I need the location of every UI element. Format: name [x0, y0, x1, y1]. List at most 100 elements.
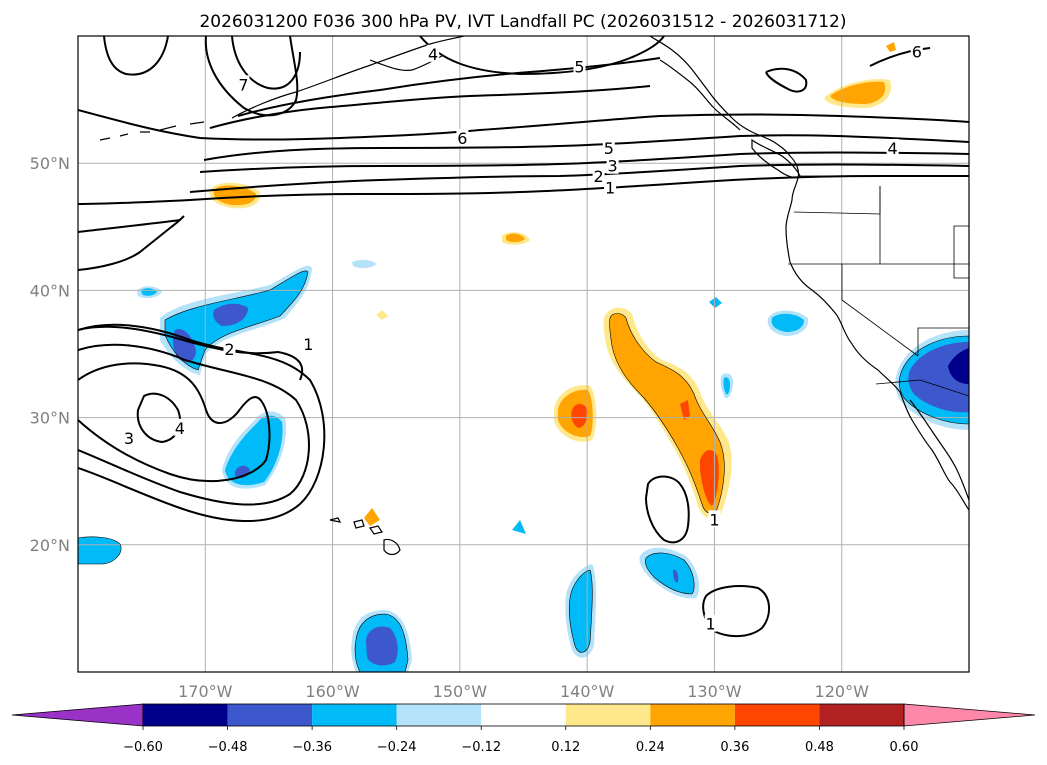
ivt-negative-area [709, 297, 722, 308]
colorbar-extend-min [11, 703, 144, 727]
ivt-outline [645, 552, 695, 595]
contour-label: 6 [457, 129, 467, 148]
ivt-positive-area [376, 310, 388, 320]
ivt-positive-area [571, 404, 588, 428]
colorbar-segment [481, 704, 566, 726]
colorbar-tick-label: −0.12 [461, 740, 501, 755]
colorbar-tick-label: −0.36 [292, 740, 332, 755]
contour-label: 3 [608, 157, 618, 176]
coastlines [99, 36, 969, 556]
ivt-negative-area [673, 569, 679, 583]
colorbar-tick-label: −0.48 [208, 740, 248, 755]
ivt-negative-area [723, 377, 730, 395]
lon-tick-label: 170°W [178, 682, 233, 701]
ivt-shading [78, 42, 969, 672]
ivt-negative-area [512, 520, 526, 534]
ivt-positive-area [680, 400, 690, 420]
contour-label-bg [122, 428, 135, 446]
contour-label: 1 [303, 335, 313, 354]
contour-label-bg [592, 166, 605, 184]
contour-label: 5 [604, 139, 614, 158]
hawaii-islands [329, 517, 401, 556]
lat-tick-label: 30°N [30, 409, 70, 428]
nv-az-border [917, 327, 969, 356]
ivt-negative-area [213, 303, 248, 326]
contour-label: 4 [428, 45, 438, 64]
contour-label-bg [708, 510, 721, 528]
colorbar-tick-label: 0.12 [551, 740, 580, 755]
lon-tick-label: 140°W [560, 682, 615, 701]
colorbar-tick-label: −0.60 [123, 740, 163, 755]
ivt-positive-area [886, 42, 896, 52]
pv-contour-1-south-a [644, 475, 690, 544]
ivt-negative-area [569, 570, 593, 653]
colorbar-segment [227, 704, 313, 726]
pv-contour-5-north [237, 57, 661, 117]
ivt-outline [568, 569, 593, 653]
id-border [879, 186, 969, 279]
ca-nv-border [841, 264, 919, 357]
longitude-labels: 170°W 160°W 150°W 140°W 130°W 120°W [178, 682, 869, 701]
colorbar-tick-label: 0.48 [805, 740, 834, 755]
pv-contour-5-loop [419, 36, 665, 76]
pv-contours [78, 36, 969, 638]
ivt-negative-area [948, 348, 969, 384]
west-aleutians [99, 121, 205, 141]
ivt-negative-area [771, 313, 804, 332]
contour-label-bg [173, 418, 186, 436]
colorbar-segment [312, 704, 397, 726]
colorbar-tick-label: −0.24 [377, 740, 417, 755]
lat-tick-label: 50°N [30, 154, 70, 173]
vancouver-island [751, 138, 801, 179]
contour-label: 1 [605, 178, 615, 197]
baja-coastline [909, 399, 969, 501]
gridlines [78, 36, 969, 672]
colorbar-segment [396, 704, 482, 726]
ivt-positive-area [609, 313, 725, 514]
pv-contour-low-loop-1 [78, 323, 326, 522]
map-title: 2026031200 F036 300 hPa PV, IVT Landfall… [199, 12, 846, 32]
colorbar-segment [565, 704, 651, 726]
contour-label-bg [427, 44, 440, 62]
lon-tick-label: 160°W [305, 682, 360, 701]
contour-label-bg [237, 75, 250, 93]
colorbar: −0.60 −0.48 −0.36 −0.24 −0.12 0.12 0.24 0.36 0.4… [11, 703, 1036, 755]
pv-contour-2 [189, 163, 969, 193]
ivt-positive-area [506, 233, 525, 243]
pv-contour-1 [78, 174, 969, 205]
colorbar-frame [142, 703, 905, 727]
ivt-positive-area [364, 508, 380, 526]
contour-label: 3 [124, 429, 134, 448]
latitude-labels: 20°N 30°N 40°N 50°N [30, 154, 70, 555]
pv-contour-3 [199, 151, 969, 173]
ivt-positive-area [213, 185, 256, 206]
contour-label: 2 [224, 340, 234, 359]
ivt-outline [898, 335, 969, 425]
contour-label-bg [223, 339, 236, 357]
contour-label: 2 [594, 167, 604, 186]
aleutian-coast [231, 36, 465, 119]
contour-label-bg [302, 334, 315, 352]
contour-label-bg [602, 138, 615, 156]
pv-contour-6-ne [869, 47, 931, 67]
ivt-positive-area [830, 81, 886, 104]
contour-label-bg [704, 614, 717, 632]
map-frame [77, 35, 970, 673]
colorbar-tick-label: 0.24 [636, 740, 665, 755]
contour-label: 5 [574, 58, 584, 77]
us-mexico-border [875, 379, 969, 397]
north-america-coastline [649, 36, 969, 511]
ivt-negative-area [645, 552, 695, 594]
contour-label: 7 [238, 75, 248, 94]
colorbar-segment [819, 704, 904, 726]
colorbar-tick-label: 0.60 [890, 740, 919, 755]
pv-contour-5 [203, 134, 969, 161]
contour-label-bg [573, 57, 586, 75]
pv-contour-west-1 [103, 36, 169, 76]
contour-label: 6 [912, 42, 922, 61]
pv-contour-6-north [231, 36, 301, 90]
contour-label: 4 [888, 139, 898, 158]
